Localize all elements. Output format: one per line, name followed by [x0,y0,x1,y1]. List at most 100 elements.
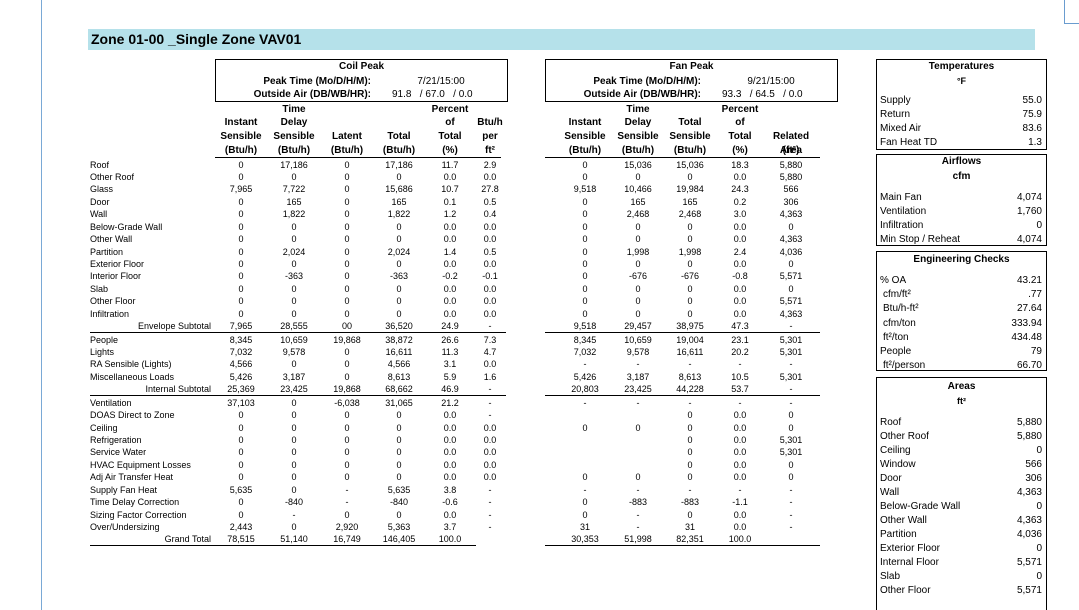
table-cell: 0 [291,259,297,269]
fan-peak-box: Fan Peak Peak Time (Mo/D/H/M): 9/21/15:0… [545,59,838,102]
column-header: Sensible [564,131,606,142]
table-cell: 0.0 [733,423,747,433]
table-cell: 0 [238,497,244,507]
column-header: of [445,117,455,128]
zone-title-bar: Zone 01-00 _Single Zone VAV01 [88,29,1035,50]
table-cell: 0.0 [443,423,457,433]
table-cell: 15,036 [624,160,652,170]
table-cell: 38,975 [676,321,704,331]
table-cell: 1.2 [443,209,457,219]
airflows-unit: cfm [952,171,971,182]
table-cell: 51,140 [280,534,308,544]
coil-peak-box: Coil Peak Peak Time (Mo/D/H/M): 7/21/15:… [215,59,508,102]
areas-item-label: Other Roof [880,431,929,442]
table-cell: 1,998 [678,247,702,257]
areas-item-label: Other Floor [880,585,931,596]
table-cell: 0.0 [483,222,497,232]
table-cell: 306 [783,197,799,207]
table-cell: 0 [238,472,244,482]
table-cell: 5,363 [387,522,411,532]
row-label: Miscellaneous Loads [90,372,175,382]
areas-item-value: 0 [1036,501,1042,512]
column-header: (%) [732,145,748,156]
table-cell: - [688,485,692,495]
page-left-border [41,0,42,610]
areas-item-value: 4,363 [1016,487,1042,498]
table-cell: 0 [396,309,402,319]
table-cell: 0 [344,234,350,244]
table-cell: 0 [344,447,350,457]
row-label: Exterior Floor [90,259,145,269]
table-cell: 5,301 [779,335,803,345]
table-cell: 0 [396,410,402,420]
table-cell: 44,228 [676,384,704,394]
table-cell: 0 [687,222,693,232]
table-cell: 4,566 [387,359,411,369]
table-cell: 0 [582,309,588,319]
table-cell: 0 [291,172,297,182]
coil-peak-time: 7/21/15:00 [417,76,465,87]
table-cell: 7,965 [229,184,253,194]
table-cell: - [738,485,742,495]
table-cell: - [789,359,793,369]
table-cell: 5,880 [779,172,803,182]
areas-item-value: 566 [1025,459,1042,470]
coil-peak-label: Coil Peak [338,61,385,72]
table-cell: 0 [291,410,297,420]
table-cell: - [488,522,492,532]
table-cell: - [738,398,742,408]
areas-item-label: Partition [880,529,917,540]
table-cell: 0 [396,435,402,445]
table-cell: 0 [238,271,244,281]
table-cell: 0.0 [733,172,747,182]
row-label: DOAS Direct to Zone [90,410,175,420]
table-cell: 0 [635,309,641,319]
table-cell: - [789,510,793,520]
table-cell: - [583,398,587,408]
table-cell: 36,520 [385,321,413,331]
table-cell: 0 [291,485,297,495]
table-cell: 30,353 [571,534,599,544]
table-cell: 25,369 [227,384,255,394]
table-cell: - [488,497,492,507]
column-header: Total [387,131,411,142]
table-cell: 82,351 [676,534,704,544]
table-cell: 0.0 [733,510,747,520]
table-cell: 146,405 [382,534,416,544]
table-cell: 0.0 [443,234,457,244]
table-cell: 31 [579,522,590,532]
table-cell: 0 [687,447,693,457]
column-header: Sensible [617,131,659,142]
table-cell: 4,363 [779,234,803,244]
table-cell: - [292,510,296,520]
table-cell: 0 [291,423,297,433]
temperatures-panel: Temperatures °F Supply 55.0 Return 75.9 Mixe… [876,59,1047,150]
table-cell: -676 [628,271,647,281]
table-cell: 3.7 [443,522,457,532]
column-header: Btu/h [477,117,503,128]
row-label: Grand Total [164,534,211,544]
table-cell: 0 [687,510,693,520]
table-cell: 0 [344,423,350,433]
row-label: Interior Floor [90,271,142,281]
table-cell: 47.3 [731,321,749,331]
table-cell: 0.0 [483,423,497,433]
table-cell: 9,518 [573,184,597,194]
table-cell: 0 [238,222,244,232]
fan-outside-air: 93.3 / 64.5 / 0.0 [722,89,803,100]
column-header: (Btu/h) [330,145,364,156]
row-label: Partition [90,247,124,257]
table-cell: 68,662 [385,384,413,394]
row-label: Other Floor [90,296,136,306]
table-cell: 8,613 [387,372,411,382]
table-cell: - [789,384,793,394]
table-cell: 5,301 [779,372,803,382]
table-cell: 0 [635,423,641,433]
table-cell: 0.0 [443,435,457,445]
temperatures-item-value: 55.0 [1022,95,1042,106]
table-cell: 31,065 [385,398,413,408]
table-cell: 15,036 [676,160,704,170]
areas-title: Areas [947,381,976,392]
airflows-item-value: 1,760 [1016,206,1042,217]
table-cell: 0 [635,234,641,244]
